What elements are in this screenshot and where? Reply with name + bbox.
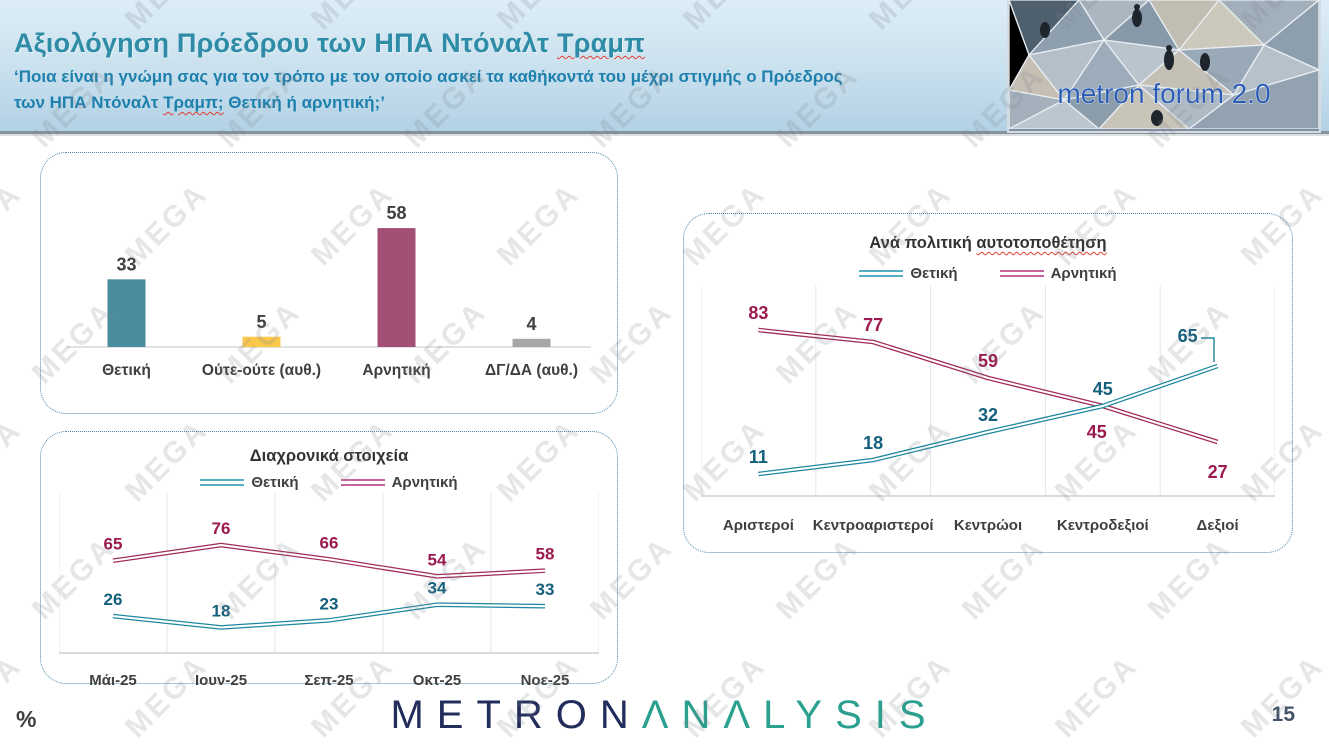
percent-note: % [16,706,37,732]
page-number: 15 [1271,703,1295,726]
subtitle-line-1: ‘Ποια είναι η γνώμη σας για τον τρόπο με… [14,67,843,86]
series-line-outer [758,327,1219,445]
x-axis-label: Αρνητική [362,362,430,379]
bar-chart: 33 Θετική 5 Ούτε-ούτε (αυθ.) 58 Αρνητική 4 ΔΓ/Δ… [67,203,591,379]
politics-chart-legend: Θετική Αρνητική [684,265,1292,282]
legend-item-negative: Αρνητική [340,474,458,491]
x-axis-label: Ιουν-25 [195,672,247,689]
legend-item-negative: Αρνητική [999,265,1117,282]
bar [512,338,551,347]
politics-chart-card: Ανά πολιτική αυτοτοποθέτηση Θετική Αρνητ… [683,213,1293,553]
data-point-label: 65 [1178,326,1198,346]
metron-forum-logo-text: metron forum 2.0 [1057,78,1270,109]
positive-line-swatch [200,479,245,486]
series-line-core [112,603,546,629]
trend-line-chart: 65 76 66 54 58 26 18 23 34 33 Μάι-25 Ιουν-25 Σεπ-25 Ο… [59,493,599,689]
bar-chart-card: 33 Θετική 5 Ούτε-ούτε (αυθ.) 58 Αρνητική 4 ΔΓ/Δ… [40,152,618,414]
metron-forum-photo: metron forum 2.0 [1007,0,1321,133]
bar-value-label: 4 [526,314,536,334]
series-line-core [112,544,546,578]
bar-value-label: 33 [116,254,136,274]
data-point-label: 45 [1087,422,1107,442]
data-point-label: 45 [1093,379,1113,399]
data-point-label: 66 [320,533,339,552]
x-axis-label: Οκτ-25 [413,672,461,689]
bar-value-label: 5 [256,312,266,332]
data-point-label: 34 [428,579,447,598]
photo-people [1040,4,1210,126]
metron-forum-photo-art: metron forum 2.0 [1007,0,1321,131]
trend-chart-card: Διαχρονικά στοιχεία Θετική Αρνητική 65 76… [40,431,618,689]
data-point-label: 58 [536,545,555,564]
metron-analysis-logo: METRONΛNΛLYSIS [0,693,1329,738]
positive-line-swatch [859,270,904,277]
data-point-label: 11 [749,447,768,467]
series-line-core [758,365,1218,476]
data-point-label: 33 [536,580,555,599]
negative-line-swatch [340,479,385,486]
legend-label-positive: Θετική [251,474,299,491]
logo-metron: METRON [390,693,642,737]
politics-title-text: Ανά πολιτική [869,234,977,252]
subtitle-line-2-tail: Θετική ή αρνητική;’ [223,93,385,112]
page-title-text: Αξιολόγηση Πρόεδρου των ΗΠΑ Ντόναλτ [14,28,558,58]
subtitle-line-2: των ΗΠΑ Ντόναλτ [14,93,164,112]
watermark-text: MEGA [0,412,29,509]
page-title: Αξιολόγηση Πρόεδρου των ΗΠΑ Ντόναλτ Τραμ… [14,28,645,59]
x-axis-label: ΔΓ/ΔΑ (αυθ.) [485,362,578,379]
bar-value-label: 58 [386,203,406,223]
page-subtitle: ‘Ποια είναι η γνώμη σας για τον τρόπο με… [14,64,843,116]
x-axis-label: Νοε-25 [521,672,570,689]
data-point-label: 32 [978,405,998,425]
x-axis-label: Μάι-25 [89,672,137,689]
logo-analysis: ΛNΛLYSIS [641,693,939,737]
data-point-label: 76 [212,519,231,538]
data-point-label: 23 [320,594,339,613]
politics-title-marked-word: αυτοτοποθέτηση [976,234,1107,252]
legend-label-positive: Θετική [910,265,958,282]
legend-item-positive: Θετική [200,474,299,491]
data-point-label: 54 [428,550,447,569]
politics-line-chart: 83 77 59 45 27 11 18 32 45 65 Αριστεροί Κεντροαριστ… [701,286,1275,534]
data-point-label: 18 [212,601,231,620]
x-axis-label: Θετική [102,362,151,379]
legend-label-negative: Αρνητική [391,474,458,491]
x-axis-label: Σεπ-25 [304,672,353,689]
data-point-label: 59 [978,351,998,371]
trend-chart-title: Διαχρονικά στοιχεία [249,447,409,465]
data-point-label: 27 [1208,462,1228,482]
watermark-text: MEGA [0,176,29,273]
negative-line-swatch [999,270,1044,277]
x-axis-label: Κεντρώοι [954,517,1022,534]
page-title-marked-word: Τραμπ [557,28,646,58]
politics-chart-title: Ανά πολιτική αυτοτοποθέτηση [684,234,1292,253]
subtitle-marked-word: Τραμπ; [163,93,224,112]
data-point-label: 26 [104,590,123,609]
data-point-label: 77 [863,315,883,335]
legend-item-positive: Θετική [859,265,958,282]
bar [242,336,281,347]
legend-label-negative: Αρνητική [1050,265,1117,282]
data-point-label: 65 [104,535,123,554]
x-axis-label: Ούτε-ούτε (αυθ.) [202,362,321,379]
x-axis-label: Κεντροδεξιοί [1057,517,1149,534]
data-point-label: 83 [748,303,768,323]
trend-chart-legend: Θετική Αρνητική [41,474,617,491]
bar [377,228,416,347]
data-point-label: 18 [863,433,883,453]
x-axis-label: Αριστεροί [723,517,794,534]
x-axis-label: Δεξιοί [1197,517,1239,534]
x-axis-label: Κεντροαριστεροί [813,517,934,534]
series-line-core [758,328,1218,444]
label-leader-line [1201,337,1215,362]
bar [107,279,146,347]
